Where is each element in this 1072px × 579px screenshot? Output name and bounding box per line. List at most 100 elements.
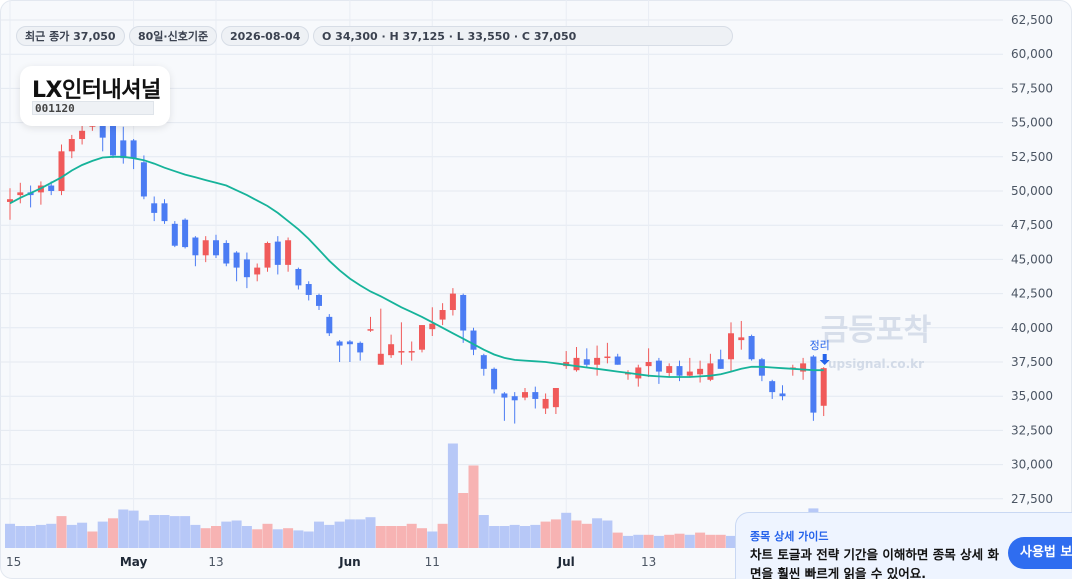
candle (738, 320, 745, 350)
watermark-main: 금등포착 (821, 313, 932, 348)
candle-body (130, 140, 137, 159)
y-tick-label: 62,500 (1011, 13, 1053, 27)
y-tick-label: 30,000 (1011, 458, 1053, 472)
candle (79, 125, 86, 145)
candle (573, 346, 580, 372)
candle (27, 185, 34, 208)
candle-body (419, 325, 425, 350)
candle (625, 370, 631, 380)
y-tick-label: 57,500 (1011, 81, 1053, 95)
volume-bar (221, 521, 232, 548)
candle (377, 308, 384, 365)
volume-bar (427, 531, 438, 548)
signal-arrow-icon (819, 354, 830, 365)
candle-body (254, 267, 261, 275)
candle-body (769, 381, 776, 393)
volume-bar (252, 529, 263, 548)
candle-body (532, 392, 539, 399)
candle (769, 379, 776, 399)
y-tick-label: 47,500 (1011, 218, 1053, 232)
volume-bar (324, 524, 335, 548)
candle (336, 340, 343, 362)
candle-body (614, 356, 621, 365)
candle (316, 293, 322, 311)
candle (37, 181, 44, 205)
candle-body (79, 130, 86, 140)
volume-bar (334, 521, 345, 548)
candle (728, 322, 734, 372)
candle (563, 351, 570, 369)
candle-body (583, 359, 590, 365)
y-tick-label: 60,000 (1011, 47, 1053, 61)
candle (491, 367, 498, 394)
candle (17, 182, 24, 204)
candle-body (480, 355, 487, 369)
candle-body (511, 396, 518, 401)
candle (171, 221, 178, 248)
candle (697, 360, 704, 383)
signal-label: 정리 (810, 339, 830, 352)
grid-lines (0, 0, 1003, 548)
candle (748, 334, 755, 361)
stock-logo-card: LX인터내셔널 001120 (20, 66, 170, 126)
volume-bar (180, 516, 191, 548)
volume-bar (674, 533, 685, 548)
volume-bar (159, 515, 170, 548)
candle-body (326, 316, 333, 334)
volume-bar (262, 523, 273, 548)
candle-body (357, 342, 364, 353)
candle (655, 357, 662, 384)
candle-body (336, 341, 343, 346)
volume-bar (241, 526, 252, 548)
volume-bar (571, 520, 582, 548)
candle-body (233, 252, 240, 268)
volume-bar (66, 524, 77, 548)
volume-bar (417, 528, 427, 548)
x-tick-label: Jul (557, 555, 575, 569)
candle-body (810, 356, 817, 413)
candle (511, 392, 518, 424)
candle-body (223, 242, 230, 264)
volume-bar (293, 530, 304, 548)
candle (326, 314, 333, 337)
volume-bar (138, 520, 149, 548)
volume-bar (5, 523, 15, 548)
candle-body (305, 284, 312, 295)
volume-bar (406, 523, 417, 548)
candle (182, 218, 189, 249)
candle-body (779, 393, 786, 397)
date-chip: 2026-08-04 (221, 26, 310, 46)
candle (7, 188, 13, 220)
volume-bar (550, 519, 561, 548)
candle (202, 236, 209, 263)
candle-body (264, 242, 271, 268)
candle (542, 393, 549, 414)
y-tick-label: 37,500 (1011, 355, 1053, 369)
candle (470, 327, 477, 356)
volume-bar (386, 526, 397, 548)
candle-body (573, 357, 580, 371)
candle-body (213, 240, 219, 256)
guide-card: 종목 상세 가이드 차트 토글과 전략 기간을 이해하면 종목 상세 화면을 훨… (735, 512, 1072, 579)
candle-body (470, 330, 477, 350)
guide-button[interactable]: 사용법 보기 (1008, 537, 1072, 569)
x-tick-label: 13 (641, 555, 656, 569)
candle-body (686, 371, 693, 376)
x-axis: 15 May 13 Jun 11 Jul 13 (6, 555, 656, 569)
candle-body (398, 351, 405, 353)
candle (254, 263, 261, 282)
candle-body (552, 387, 559, 408)
candle-body (140, 162, 147, 197)
candle-body (491, 368, 498, 390)
candle (635, 364, 642, 387)
candle-body (274, 241, 281, 265)
volume-bar (664, 534, 675, 548)
volume-bar (190, 524, 201, 548)
volume-bar (355, 519, 366, 548)
candle-body (697, 368, 704, 375)
candle (192, 236, 199, 267)
candle (758, 357, 765, 382)
